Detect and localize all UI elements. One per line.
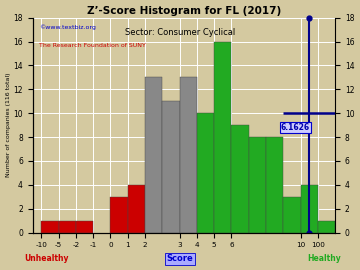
Bar [283,197,301,232]
Bar [76,221,93,232]
Text: Score: Score [167,254,193,263]
Text: ©www.textbiz.org: ©www.textbiz.org [39,24,96,30]
Bar [214,42,231,232]
Bar [111,197,128,232]
Bar [231,125,249,232]
Y-axis label: Number of companies (116 total): Number of companies (116 total) [5,73,10,177]
Bar [128,185,145,232]
Title: Z’-Score Histogram for FL (2017): Z’-Score Histogram for FL (2017) [87,6,281,16]
Text: Sector: Consumer Cyclical: Sector: Consumer Cyclical [125,28,235,37]
Text: 6.1626: 6.1626 [281,123,310,132]
Text: Healthy: Healthy [307,254,341,263]
Bar [145,77,162,232]
Bar [162,101,180,232]
Text: The Research Foundation of SUNY: The Research Foundation of SUNY [39,43,145,49]
Bar [266,137,283,232]
Bar [249,137,266,232]
Bar [41,221,59,232]
Bar [180,77,197,232]
Bar [197,113,214,232]
Bar [318,221,335,232]
Bar [301,185,318,232]
Text: Unhealthy: Unhealthy [24,254,69,263]
Bar [59,221,76,232]
